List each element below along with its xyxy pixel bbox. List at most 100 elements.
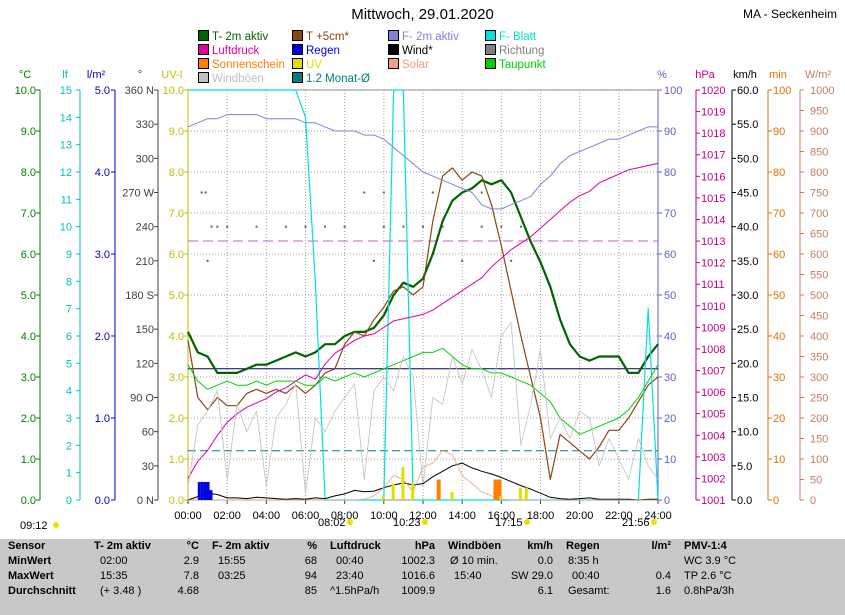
stats-col-pressure: Luftdruck hPa 00:40 1002.3 23:40 1016.6 ^1.…: [330, 539, 435, 615]
direction-point: [382, 191, 385, 194]
legend-item: Luftdruck: [198, 44, 259, 57]
y-tick-label-press: 1008: [701, 344, 725, 356]
y-tick-label-min: 70: [773, 208, 785, 220]
y-tick-label-uv: 9.0: [169, 126, 184, 138]
legend-swatch: [292, 58, 303, 69]
x-tick-label: 02:00: [213, 510, 241, 522]
stats-header: PMV-1:4: [684, 540, 727, 552]
series-line-wind-: [187, 462, 658, 501]
legend-label: Regen: [306, 45, 340, 57]
legend-swatch: [292, 44, 303, 55]
direction-point: [480, 191, 483, 194]
x-tick-label: 18:00: [527, 510, 555, 522]
legend-swatch: [198, 44, 209, 55]
sunset-icon: [524, 519, 530, 525]
legend-item: T- 2m aktiv: [198, 30, 268, 43]
direction-point: [206, 259, 209, 262]
y-tick-label-lf: 2: [66, 440, 72, 452]
y-tick-label-hum: 70: [664, 208, 676, 220]
y-axis-unit-dir: °: [138, 69, 142, 81]
y-tick-label-dir: 150: [136, 324, 154, 336]
x-tick-label: 20:00: [566, 510, 594, 522]
y-tick-label-min: 30: [773, 372, 785, 384]
legend-item: Wind*: [388, 44, 433, 57]
y-tick-label-solar: 700: [810, 208, 828, 220]
y-tick-label-wind: 20.0: [737, 358, 758, 370]
y-tick-label-wind: 45.0: [737, 188, 758, 200]
sunshine-bar: [436, 479, 441, 500]
stats-value: WC 3.9 °C: [684, 555, 737, 567]
y-tick-label-press: 1001: [701, 495, 725, 507]
stats-header: Regen: [566, 540, 600, 552]
direction-point: [226, 225, 229, 228]
stats-unit: °C: [186, 540, 199, 552]
direction-point: [216, 225, 219, 228]
rain-bar: [197, 481, 201, 500]
stats-value: 0.0: [537, 555, 553, 567]
page-title: Mittwoch, 29.01.2020: [351, 6, 494, 23]
stats-value: 4.68: [177, 585, 199, 597]
y-tick-label-uv: 10.0: [163, 85, 184, 97]
legend-swatch: [388, 44, 399, 55]
y-tick-label-dir: 270 W: [122, 188, 154, 200]
y-tick-label-temp: 6.0: [21, 249, 36, 261]
stats-value: TP 2.6 °C: [684, 570, 732, 582]
direction-point: [510, 259, 513, 262]
y-tick-label-temp: 7.0: [21, 208, 36, 220]
stats-time: 02:00: [100, 555, 128, 567]
y-tick-label-solar: 550: [810, 270, 828, 282]
y-tick-label-press: 1004: [701, 430, 725, 442]
y-tick-label-temp: 0.0: [21, 495, 36, 507]
y-axis-unit-wind: km/h: [733, 69, 757, 81]
legend-label: T- 2m aktiv: [212, 31, 269, 43]
y-tick-label-lf: 3: [66, 413, 72, 425]
direction-point: [373, 259, 376, 262]
y-tick-label-min: 40: [773, 331, 785, 343]
stats-value: 1.6: [655, 585, 671, 597]
direction-point: [519, 225, 522, 228]
direction-point: [480, 225, 483, 228]
y-tick-label-solar: 1000: [810, 85, 834, 97]
y-tick-label-solar: 900: [810, 126, 828, 138]
x-tick-label: 04:00: [253, 510, 281, 522]
series-line-t-5cm-: [187, 167, 659, 481]
y-tick-label-temp: 1.0: [21, 454, 36, 466]
y-tick-label-hum: 0: [664, 495, 670, 507]
y-tick-label-solar: 850: [810, 147, 828, 159]
stats-time: 15:55: [218, 555, 246, 567]
legend-swatch: [388, 30, 399, 41]
y-tick-label-solar: 400: [810, 331, 828, 343]
y-tick-label-lf: 1: [66, 468, 72, 480]
stats-row-label: MaxWert: [8, 570, 54, 582]
stats-time: Gesamt:: [568, 585, 610, 597]
y-tick-label-wind: 15.0: [737, 393, 758, 405]
legend-swatch: [292, 72, 303, 83]
y-tick-label-rain: 1.0: [95, 413, 110, 425]
legend-item: Taupunkt: [485, 58, 546, 71]
legend-item: Solar: [388, 58, 429, 71]
uv-bar: [524, 487, 528, 500]
legend-swatch: [198, 58, 209, 69]
stats-value: 1016.6: [401, 570, 435, 582]
x-tick-label: 08:00: [331, 510, 359, 522]
y-tick-label-wind: 40.0: [737, 222, 758, 234]
y-tick-label-solar: 0: [810, 495, 816, 507]
y-tick-label-press: 1002: [701, 473, 725, 485]
y-tick-label-press: 1014: [701, 214, 725, 226]
sunshine-bar: [493, 479, 498, 500]
uv-bar: [381, 495, 385, 500]
y-tick-label-wind: 50.0: [737, 153, 758, 165]
y-tick-label-press: 1005: [701, 409, 725, 421]
legend-item: F- 2m aktiv: [388, 30, 459, 43]
y-tick-label-rain: 4.0: [95, 167, 110, 179]
y-tick-label-press: 1018: [701, 128, 725, 140]
y-tick-label-press: 1011: [701, 279, 725, 291]
stats-col-rain: Regen l/m² 8:35 h 00:40 0.4 Gesamt: 1.6: [566, 539, 671, 615]
stats-header: Windböen: [448, 540, 502, 552]
y-tick-label-dir: 360 N: [125, 85, 154, 97]
y-tick-label-wind: 55.0: [737, 119, 758, 131]
y-tick-label-solar: 950: [810, 106, 828, 118]
direction-point: [200, 191, 203, 194]
stats-value: 1009.9: [401, 585, 435, 597]
uv-bar: [401, 467, 405, 500]
